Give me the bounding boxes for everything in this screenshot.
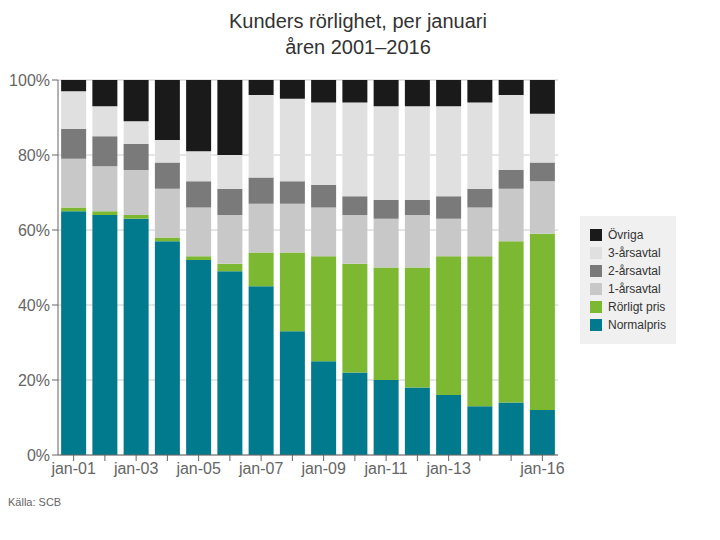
html-text:3-årsavtal: 3-årsavtal: [608, 246, 661, 260]
svg-text:jan-16: jan-16: [519, 460, 565, 477]
svg-text:jan-05: jan-05: [175, 460, 221, 477]
html-text:Källa: SCB: Källa: SCB: [8, 496, 62, 508]
html-text:Kunders rörlighet, per januari: Kunders rörlighet, per januari åren 2001…: [229, 10, 487, 58]
svg-text:100%: 100%: [9, 72, 50, 89]
svg-text:40%: 40%: [18, 297, 50, 314]
svg-text:60%: 60%: [18, 222, 50, 239]
html-text:1-årsavtal: 1-årsavtal: [608, 282, 661, 296]
svg-text:0%: 0%: [27, 447, 50, 464]
svg-text:20%: 20%: [18, 372, 50, 389]
html-text:Normalpris: Normalpris: [608, 318, 666, 332]
svg-text:jan-13: jan-13: [425, 460, 471, 477]
html-text:Rörligt pris: Rörligt pris: [608, 300, 666, 314]
svg-text:jan-11: jan-11: [363, 460, 407, 477]
svg-text:80%: 80%: [18, 147, 50, 164]
svg-text:jan-09: jan-09: [300, 460, 346, 477]
svg-text:jan-01: jan-01: [50, 460, 96, 477]
html-text:Övriga: Övriga: [608, 228, 644, 242]
html-text:2-årsavtal: 2-årsavtal: [608, 264, 661, 278]
svg-text:jan-03: jan-03: [113, 460, 159, 477]
svg-text:jan-07: jan-07: [238, 460, 284, 477]
